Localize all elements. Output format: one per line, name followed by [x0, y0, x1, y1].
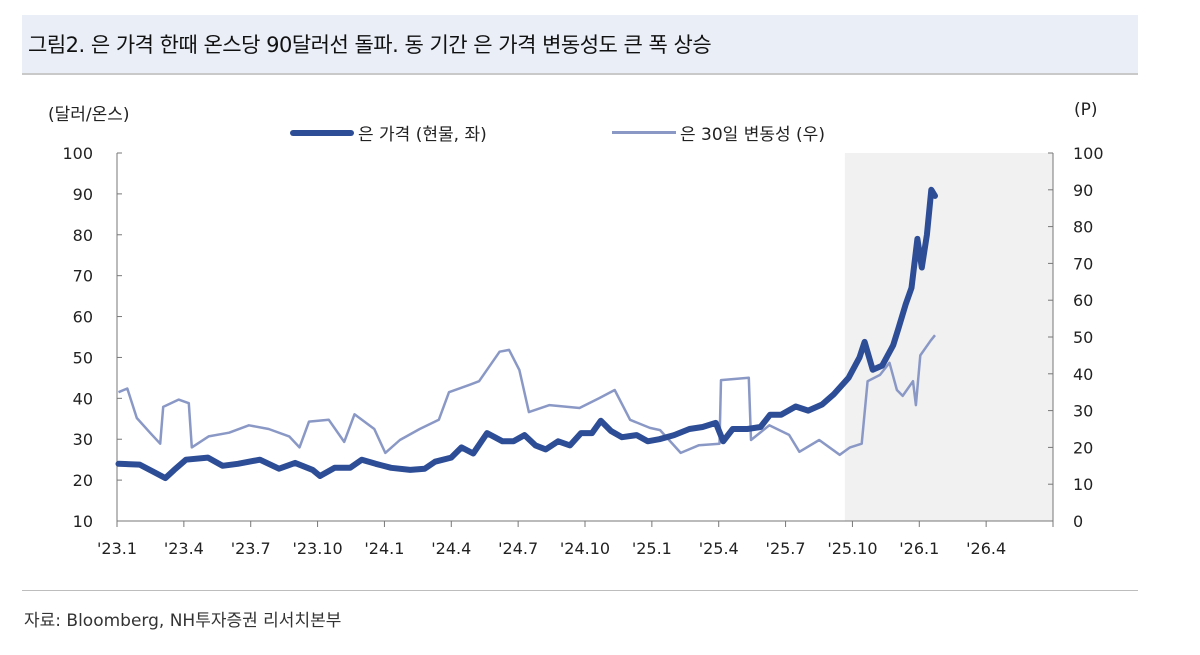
left-tick-label: 100 [62, 144, 93, 163]
legend-label-volatility: 은 30일 변동성 (우) [680, 125, 825, 145]
left-tick-label: 30 [73, 430, 93, 449]
shaded-region [844, 153, 1053, 521]
legend-item-volatility: 은 30일 변동성 (우) [612, 120, 825, 145]
title-bar: 그림2. 은 가격 한때 온스당 90달러선 돌파. 동 기간 은 가격 변동성… [22, 15, 1138, 75]
x-tick-label: '24.4 [431, 539, 471, 558]
x-tick-label: '26.1 [899, 539, 939, 558]
right-tick-label: 0 [1073, 512, 1083, 531]
legend-item-price: 은 가격 (현물, 좌) [290, 120, 487, 145]
x-tick-label: '25.4 [699, 539, 739, 558]
chart-title: 그림2. 은 가격 한때 온스당 90달러선 돌파. 동 기간 은 가격 변동성… [28, 33, 712, 57]
left-tick-label: 20 [73, 471, 93, 490]
left-tick-label: 50 [73, 348, 93, 367]
legend-swatch-price [290, 129, 354, 136]
right-tick-label: 30 [1073, 402, 1093, 421]
right-tick-label: 70 [1073, 254, 1093, 273]
right-tick-label: 80 [1073, 218, 1093, 237]
left-tick-label: 70 [73, 267, 93, 286]
left-tick-label: 40 [73, 389, 93, 408]
x-tick-label: '24.7 [498, 539, 538, 558]
x-tick-label: '23.4 [164, 539, 204, 558]
left-tick-label: 60 [73, 308, 93, 327]
left-axis-unit: (달러/온스) [48, 105, 130, 125]
x-tick-label: '25.1 [632, 539, 672, 558]
left-tick-label: 90 [73, 185, 93, 204]
x-tick-label: '26.4 [966, 539, 1006, 558]
legend-swatch-volatility [612, 131, 676, 134]
x-tick-label: '24.1 [364, 539, 404, 558]
right-tick-label: 100 [1073, 144, 1104, 163]
x-tick-label: '23.10 [292, 539, 342, 558]
right-tick-label: 50 [1073, 328, 1093, 347]
right-tick-label: 60 [1073, 291, 1093, 310]
left-tick-label: 80 [73, 226, 93, 245]
x-tick-label: '23.1 [97, 539, 137, 558]
right-tick-label: 10 [1073, 475, 1093, 494]
source-divider [22, 590, 1138, 591]
right-axis-unit: (P) [1074, 100, 1098, 120]
x-tick-label: '25.7 [766, 539, 806, 558]
right-tick-label: 40 [1073, 365, 1093, 384]
left-tick-label: 10 [73, 512, 93, 531]
source-note: 자료: Bloomberg, NH투자증권 리서치본부 [24, 611, 342, 631]
x-tick-label: '24.10 [560, 539, 610, 558]
x-tick-label: '23.7 [231, 539, 271, 558]
right-tick-label: 20 [1073, 438, 1093, 457]
x-tick-label: '25.10 [827, 539, 877, 558]
right-tick-label: 90 [1073, 181, 1093, 200]
price-line [115, 186, 938, 482]
legend-label-price: 은 가격 (현물, 좌) [358, 125, 487, 145]
